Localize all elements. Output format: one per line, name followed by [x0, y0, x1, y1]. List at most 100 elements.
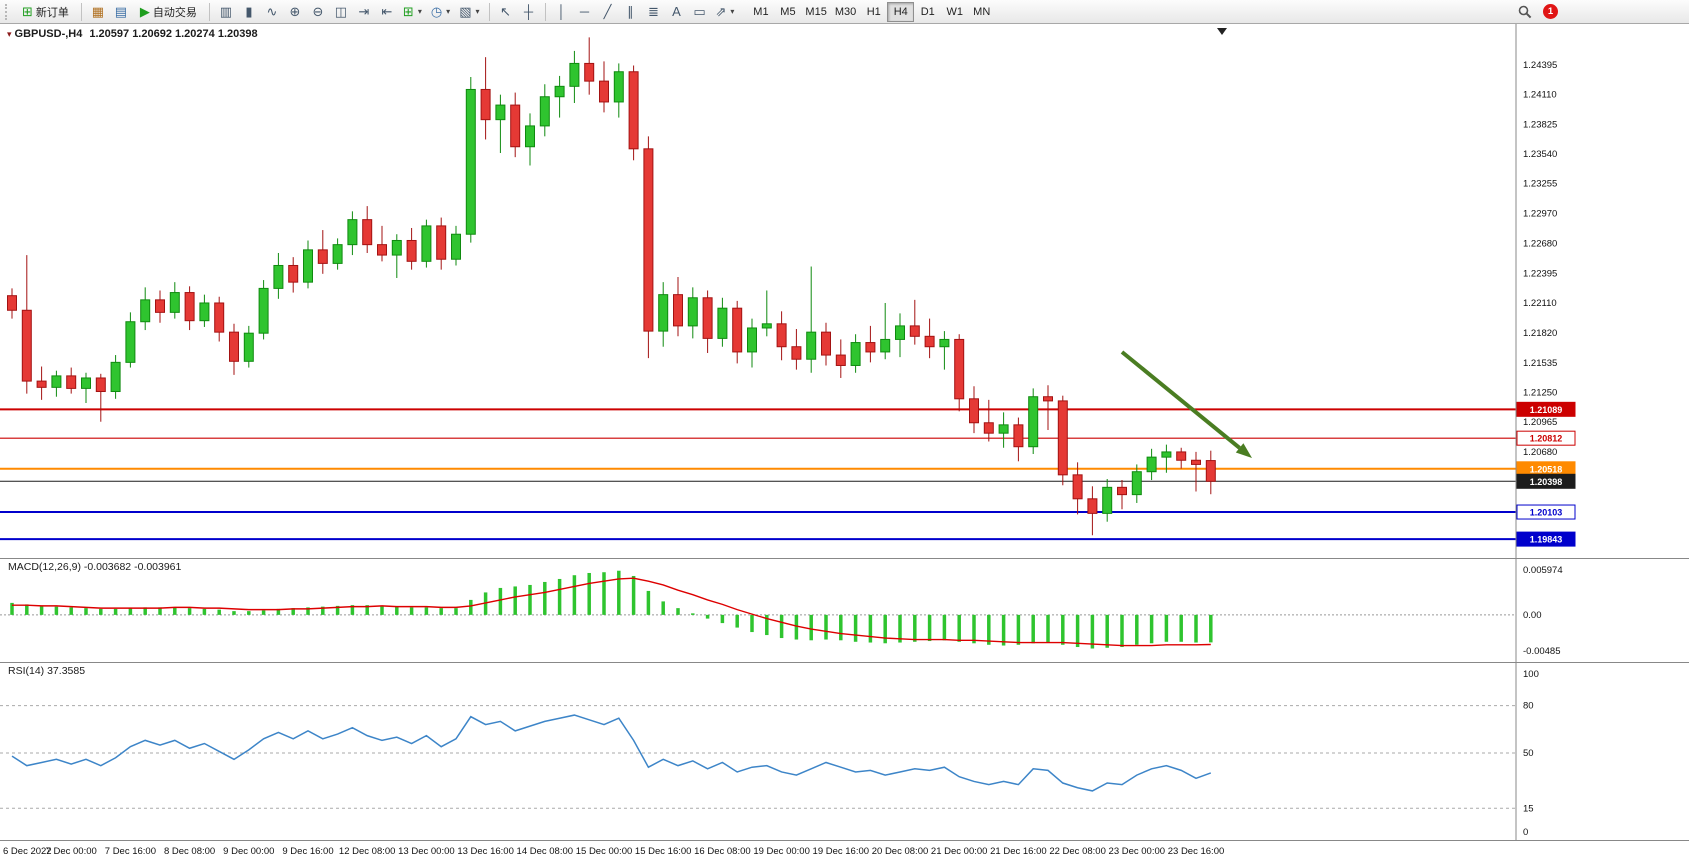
time-axis[interactable]: 6 Dec 2022 7 Dec 00:00 7 Dec 16:00 8 Dec 08…: [0, 840, 1689, 862]
candle: [110, 361, 121, 393]
time-axis-label: 9 Dec 16:00: [282, 846, 334, 857]
rsi-tick-label: 0: [1523, 827, 1528, 838]
rsi-panel[interactable]: 100 80 50 15 0: [0, 662, 1689, 840]
search-button[interactable]: [1514, 2, 1536, 22]
candle: [1131, 471, 1142, 496]
candle: [155, 299, 165, 313]
zoom-in-button[interactable]: ⊕: [284, 2, 306, 22]
tile-windows-button[interactable]: ◫: [330, 2, 352, 22]
fibonacci-button[interactable]: ≣: [643, 2, 665, 22]
chart-shift-button[interactable]: ⇤: [376, 2, 398, 22]
candle: [539, 96, 550, 127]
line-chart-type-button[interactable]: ∿: [261, 2, 283, 22]
trendline-button[interactable]: ╱: [597, 2, 619, 22]
rsi-tick-label: 15: [1523, 803, 1534, 814]
candle: [125, 321, 136, 363]
time-axis-label: 9 Dec 00:00: [223, 846, 275, 857]
candle: [317, 249, 328, 264]
timeframe-w1-button[interactable]: W1: [941, 2, 968, 22]
timeframe-m30-button[interactable]: M30: [831, 2, 860, 22]
price-level-badge: [1516, 430, 1576, 446]
toolbar-separator: [488, 2, 490, 21]
periods-button[interactable]: ◷ ▾: [427, 2, 454, 22]
timeframe-m1-button[interactable]: M1: [747, 2, 774, 22]
trend-arrow[interactable]: [1120, 350, 1241, 450]
price-level-badge-label: 1.20103: [1530, 508, 1563, 518]
candle: [377, 244, 387, 256]
arrows-button[interactable]: ⇗ ▾: [712, 2, 739, 22]
candle: [140, 299, 151, 323]
candle: [288, 264, 299, 283]
macd-panel[interactable]: 0.005974 0.00 -0.00485: [0, 558, 1689, 662]
price-tick-label: 1.23540: [1523, 149, 1557, 160]
time-axis-label: 21 Dec 16:00: [990, 846, 1047, 857]
candle: [525, 125, 535, 148]
candlestick-icon: ▮: [245, 4, 253, 19]
chevron-down-icon: ▾: [475, 7, 480, 16]
crosshair-button[interactable]: ┼: [518, 2, 540, 22]
candle: [628, 71, 639, 150]
price-tick-label: 1.23825: [1523, 119, 1557, 130]
candle: [1117, 486, 1127, 496]
templates-button[interactable]: ▧ ▾: [455, 2, 483, 22]
cursor-icon: ↖: [500, 4, 511, 19]
chart-window-icon: ▾: [7, 29, 12, 39]
chevron-down-icon: ▾: [417, 7, 422, 16]
horizontal-line-button[interactable]: ─: [574, 2, 596, 22]
notification-badge[interactable]: 1: [1543, 4, 1558, 19]
indicators-button[interactable]: ⊞ ▾: [399, 2, 426, 22]
price-tick-label: 1.24395: [1523, 60, 1557, 71]
zoom-in-icon: ⊕: [289, 4, 301, 19]
candle: [791, 346, 802, 360]
toolbar-grip[interactable]: [5, 3, 9, 20]
candlestick-type-button[interactable]: ▮: [238, 2, 260, 22]
bar-chart-type-button[interactable]: ▥: [215, 2, 237, 22]
line-chart-icon: ∿: [266, 4, 278, 19]
timeframe-mn-button[interactable]: MN: [968, 2, 995, 22]
chart-ohlc-values: 1.20597 1.20692 1.20274 1.20398: [89, 28, 258, 40]
chevron-down-icon: ▾: [730, 7, 735, 16]
rsi-tick-label: 50: [1523, 748, 1534, 759]
rsi-tick-label: 100: [1523, 669, 1539, 680]
timeframe-m15-button[interactable]: M15: [801, 2, 830, 22]
price-level-badge: [1516, 473, 1576, 489]
price-level-badge-label: 1.20812: [1530, 434, 1563, 444]
auto-trading-label: 自动交易: [152, 6, 197, 19]
charts-button[interactable]: ▦: [87, 2, 109, 22]
price-level-badge-label: 1.21089: [1530, 405, 1563, 415]
data-window-button[interactable]: ▤: [110, 2, 132, 22]
auto-trading-button[interactable]: ▶ 自动交易: [133, 2, 204, 22]
zoom-out-button[interactable]: ⊖: [307, 2, 329, 22]
candle: [1013, 424, 1024, 448]
time-axis-label: 21 Dec 00:00: [930, 846, 988, 857]
timeframe-m5-button[interactable]: M5: [774, 2, 801, 22]
candle: [983, 422, 994, 434]
tile-windows-icon: ◫: [334, 4, 348, 19]
timeframe-h1-button[interactable]: H1: [860, 2, 887, 22]
time-axis-label: 8 Dec 08:00: [163, 846, 216, 857]
time-axis-label: 12 Dec 08:00: [338, 846, 396, 857]
timeframe-d1-button[interactable]: D1: [914, 2, 941, 22]
label-button[interactable]: ▭: [689, 2, 711, 22]
time-axis-label: 15 Dec 16:00: [634, 846, 692, 857]
candle: [909, 325, 920, 337]
candle: [954, 338, 965, 400]
auto-scroll-button[interactable]: ⇥: [353, 2, 375, 22]
price-level-badge-label: 1.19843: [1530, 535, 1563, 545]
candle: [184, 292, 195, 322]
chart-shift-marker[interactable]: [1217, 28, 1227, 35]
text-button[interactable]: A: [666, 2, 688, 22]
rsi-line: [11, 714, 1212, 792]
new-order-button[interactable]: ⊞ 新订单: [15, 2, 76, 22]
indicators-icon: ⊞: [402, 4, 414, 19]
channel-button[interactable]: ∥: [620, 2, 642, 22]
cursor-button[interactable]: ↖: [495, 2, 517, 22]
timeframe-h4-button[interactable]: H4: [887, 1, 915, 22]
crosshair-icon: ┼: [523, 4, 534, 19]
price-level-badge-label: 1.20398: [1530, 477, 1563, 487]
candle: [643, 148, 654, 332]
vertical-line-button[interactable]: │: [551, 2, 573, 22]
candle: [569, 62, 580, 87]
price-chart[interactable]: 1.24395 1.24110 1.23825 1.23540 1.23255 1.229…: [0, 24, 1689, 558]
arrows-icon: ⇗: [715, 4, 727, 19]
